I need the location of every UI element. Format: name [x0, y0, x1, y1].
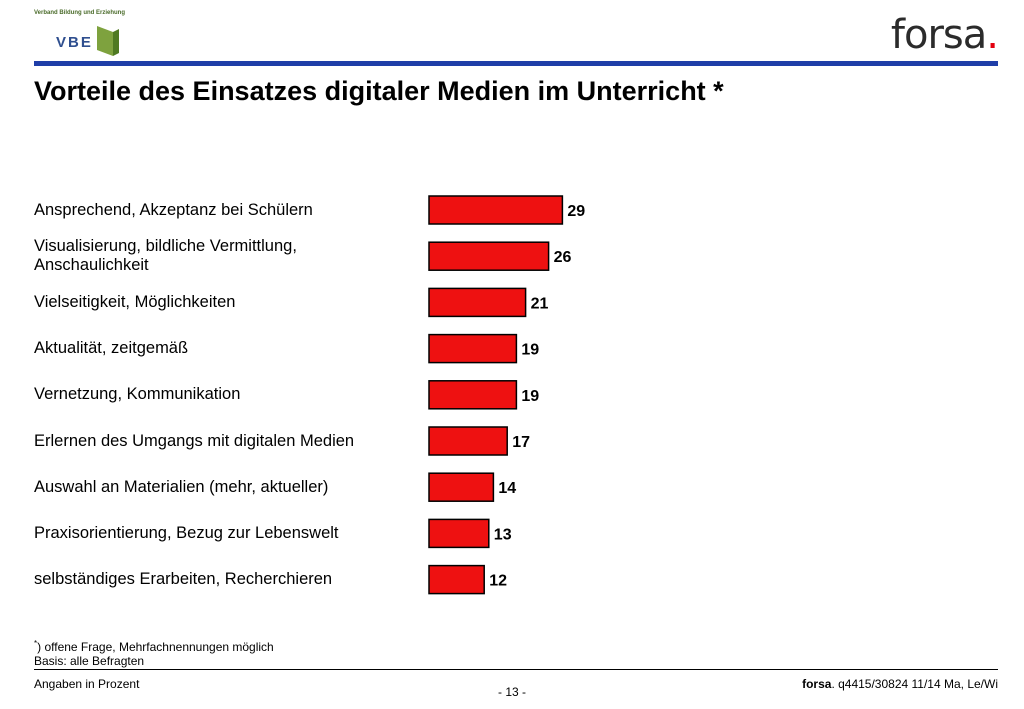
footnote-line-1: *) offene Frage, Mehrfachnennungen mögli… — [34, 637, 274, 654]
category-label-2: Vielseitigkeit, Möglichkeiten — [34, 292, 236, 311]
footnote-text: ) offene Frage, Mehrfachnennungen möglic… — [37, 640, 274, 654]
bar-value-label-3: 19 — [521, 342, 539, 359]
bar-value-label-2: 21 — [531, 295, 549, 312]
category-label-6: Auswahl an Materialien (mehr, aktueller) — [34, 477, 329, 496]
vbe-logo: Verband Bildung und Erziehung VBE — [34, 10, 125, 56]
footnote-marker: * — [34, 639, 38, 648]
footer-source-text: . q4415/30824 11/14 Ma, Le/Wi — [831, 677, 998, 691]
category-label-8: selbständiges Erarbeiten, Recherchieren — [34, 570, 333, 589]
bar-8 — [428, 564, 485, 595]
forsa-logo-dot: . — [986, 12, 999, 58]
bar-3 — [428, 333, 518, 364]
footer-source-brand: forsa — [802, 677, 832, 691]
vbe-logo-letters: VBE — [56, 34, 93, 51]
footer-rule — [34, 669, 998, 670]
footer-source: forsa. q4415/30824 11/14 Ma, Le/Wi — [802, 677, 998, 691]
category-label-3: Aktualität, zeitgemäß — [34, 339, 189, 358]
vbe-logo-shape — [97, 26, 119, 56]
bar-4 — [428, 380, 518, 410]
vbe-logo-tagline: Verband Bildung und Erziehung — [34, 10, 125, 16]
bar-value-label-1: 26 — [554, 249, 572, 266]
bar-value-label-8: 12 — [489, 573, 507, 590]
bar-6 — [428, 472, 495, 502]
category-label-4: Vernetzung, Kommunikation — [34, 385, 241, 404]
bar-1 — [428, 241, 550, 271]
category-label-5: Erlernen des Umgangs mit digitalen Medie… — [34, 431, 355, 450]
footnote: *) offene Frage, Mehrfachnennungen mögli… — [34, 637, 274, 668]
bar-7 — [428, 518, 490, 549]
page-title: Vorteile des Einsatzes digitaler Medien … — [34, 76, 724, 106]
category-label-1: Visualisierung, bildliche Vermittlung, A… — [34, 237, 297, 275]
page-number: - 13 - — [497, 685, 526, 699]
bar-value-label-5: 17 — [512, 434, 530, 451]
footer-unit-note: Angaben in Prozent — [34, 677, 140, 691]
header-rule — [34, 61, 998, 66]
category-label-7: Praxisorientierung, Bezug zur Lebenswelt — [34, 523, 339, 542]
bar-value-label-7: 13 — [494, 526, 512, 543]
category-label-0: Ansprechend, Akzeptanz bei Schülern — [34, 200, 313, 219]
footnote-line-2: Basis: alle Befragten — [34, 654, 145, 668]
bar-value-label-6: 14 — [498, 480, 516, 497]
bar-2 — [428, 287, 527, 318]
bar-value-label-0: 29 — [567, 203, 585, 220]
bar-value-label-4: 19 — [521, 388, 539, 405]
forsa-logo-word: forsa — [890, 12, 987, 58]
bar-5 — [428, 426, 508, 456]
bar-0 — [428, 195, 564, 225]
forsa-logo: forsa. — [890, 12, 999, 58]
